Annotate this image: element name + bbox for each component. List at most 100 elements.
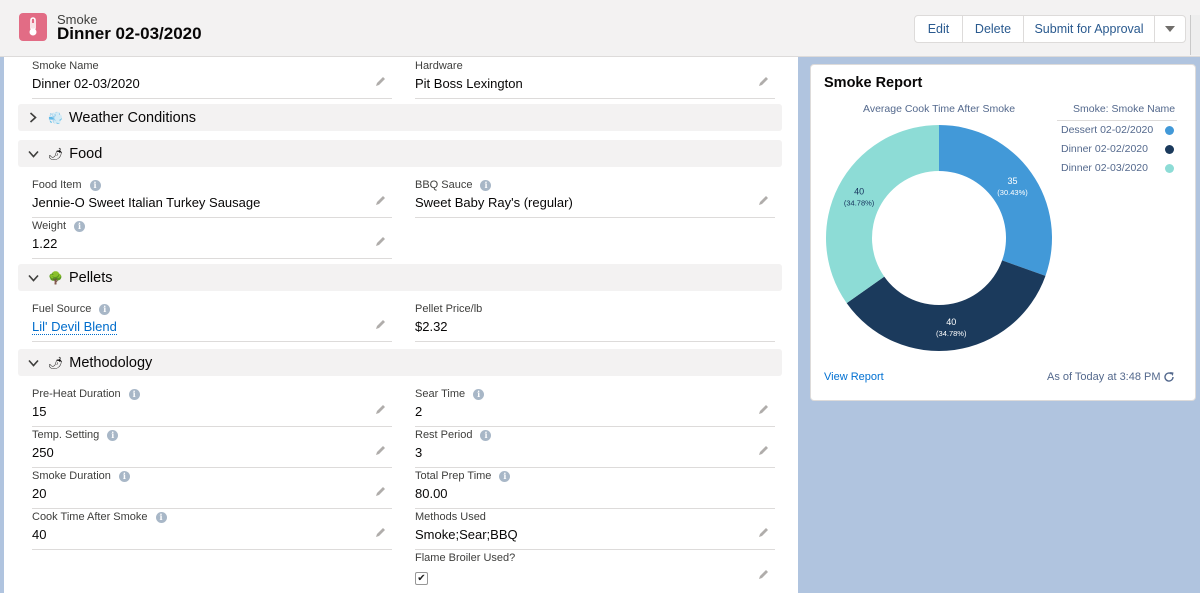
field-label: Food Item (32, 179, 82, 191)
refresh-icon[interactable] (1163, 371, 1175, 383)
slice-percent-label: (34.78%) (844, 199, 875, 208)
more-actions-button[interactable] (1155, 16, 1185, 42)
chart-title: Average Cook Time After Smoke (863, 103, 1016, 115)
pencil-icon[interactable] (758, 76, 769, 87)
section-title: Pellets (68, 269, 113, 286)
field-value: Dinner 02-03/2020 (32, 76, 140, 91)
report-title: Smoke Report (824, 75, 923, 91)
field-label: BBQ Sauce (415, 179, 473, 191)
info-icon[interactable]: i (480, 179, 492, 191)
edit-button[interactable]: Edit (915, 16, 963, 42)
field-label: Methods Used (415, 511, 486, 523)
info-icon[interactable]: i (99, 303, 111, 315)
flame-broiler-checkbox[interactable]: ✔ (415, 572, 428, 585)
legend-label: Dinner 02-03/2020 (1061, 162, 1148, 174)
field-total-prep-time: Total Prep Time i 80.00 (415, 470, 775, 510)
info-icon[interactable]: i (74, 220, 86, 232)
thermometer-icon (19, 13, 47, 41)
field-value: Smoke;Sear;BBQ (415, 527, 518, 542)
legend-item[interactable]: Dessert 02-02/2020 (1061, 124, 1153, 136)
field-value: 2 (415, 404, 423, 419)
info-icon[interactable]: i (118, 470, 130, 482)
legend-label: Dessert 02-02/2020 (1061, 124, 1154, 136)
field-value: 20 (32, 486, 47, 501)
field-label: Pre-Heat Duration (32, 388, 121, 400)
field-label: Sear Time (415, 388, 466, 400)
legend-label: Dinner 02-02/2020 (1061, 143, 1148, 155)
info-icon[interactable]: i (155, 511, 167, 523)
field-label: Hardware (415, 60, 463, 72)
section-weather-conditions[interactable]: 💨 Weather Conditions (18, 104, 782, 131)
field-label: Fuel Source (32, 303, 92, 315)
view-report-link[interactable]: View Report (824, 371, 884, 383)
delete-button[interactable]: Delete (963, 16, 1024, 42)
donut-slice[interactable] (939, 125, 1052, 276)
legend-item[interactable]: Dinner 02-03/2020 (1061, 162, 1148, 174)
pencil-icon[interactable] (375, 404, 386, 415)
info-icon[interactable]: i (473, 388, 485, 400)
slice-value-label: 40 (946, 317, 956, 327)
pencil-icon[interactable] (375, 195, 386, 206)
chevron-down-icon (27, 274, 39, 282)
pencil-icon[interactable] (758, 404, 769, 415)
field-value: 1.22 (32, 236, 58, 251)
info-icon[interactable]: i (499, 470, 511, 482)
field-weight: Weight i 1.22 (32, 220, 392, 260)
info-icon[interactable]: i (128, 388, 140, 400)
field-value: 40 (32, 527, 47, 542)
slice-value-label: 35 (1008, 176, 1018, 186)
field-value: 80.00 (415, 486, 448, 501)
donut-slice[interactable] (826, 125, 939, 304)
donut-chart: 35 (30.43%) 40 (34.78%) 40 (34.78%) (826, 125, 1052, 351)
legend-swatch (1165, 164, 1174, 173)
chevron-down-icon (27, 359, 39, 367)
pencil-icon[interactable] (375, 236, 386, 247)
pencil-icon[interactable] (375, 445, 386, 456)
section-title: Weather Conditions (68, 109, 197, 126)
fuel-source-link[interactable]: Lil' Devil Blend (32, 319, 117, 335)
wind-icon: 💨 (48, 110, 63, 125)
pencil-icon[interactable] (375, 76, 386, 87)
field-food-item: Food Item i Jennie-O Sweet Italian Turkey… (32, 179, 392, 219)
submit-for-approval-button[interactable]: Submit for Approval (1024, 16, 1155, 42)
section-pellets[interactable]: 🌳 Pellets (18, 264, 782, 291)
donut-slice[interactable] (846, 260, 1046, 351)
legend-swatch (1165, 145, 1174, 154)
field-pellet-price: Pellet Price/lb $2.32 (415, 303, 775, 343)
chevron-down-icon (1165, 26, 1175, 32)
chevron-right-icon (29, 112, 37, 123)
pencil-icon[interactable] (375, 486, 386, 497)
pencil-icon[interactable] (758, 195, 769, 206)
action-button-group: Edit Delete Submit for Approval (914, 15, 1186, 43)
field-label: Flame Broiler Used? (415, 552, 516, 564)
pencil-icon[interactable] (758, 569, 769, 580)
field-temp-setting: Temp. Setting i 250 (32, 429, 392, 469)
field-value: $2.32 (415, 319, 448, 334)
as-of-timestamp: As of Today at 3:48 PM (1047, 371, 1161, 383)
legend-item[interactable]: Dinner 02-02/2020 (1061, 143, 1148, 155)
pencil-icon[interactable] (375, 527, 386, 538)
legend-title: Smoke: Smoke Name (1073, 103, 1176, 115)
pencil-icon[interactable] (375, 319, 386, 330)
field-rest-period: Rest Period i 3 (415, 429, 775, 469)
info-icon[interactable]: i (480, 429, 492, 441)
field-value: 15 (32, 404, 47, 419)
field-cook-time-after-smoke: Cook Time After Smoke i 40 (32, 511, 392, 551)
field-label: Cook Time After Smoke (32, 511, 148, 523)
field-value: Sweet Baby Ray's (regular) (415, 195, 573, 210)
pencil-icon[interactable] (758, 445, 769, 456)
tree-icon: 🌳 (48, 270, 63, 285)
field-flame-broiler-used: Flame Broiler Used? ✔ (415, 552, 775, 592)
field-label: Total Prep Time (415, 470, 492, 482)
info-icon[interactable]: i (89, 179, 101, 191)
info-icon[interactable]: i (107, 429, 119, 441)
section-methodology[interactable]: 🌶 Methodology (18, 349, 782, 376)
section-title: Food (69, 145, 103, 162)
section-food[interactable]: 🌶 Food (18, 140, 782, 167)
field-bbq-sauce: BBQ Sauce i Sweet Baby Ray's (regular) (415, 179, 775, 219)
scrollbar[interactable] (1190, 15, 1200, 55)
pencil-icon[interactable] (758, 527, 769, 538)
field-label: Rest Period (415, 429, 473, 441)
field-label: Weight (32, 220, 67, 232)
record-detail-panel: Smoke Name Dinner 02-03/2020 Hardware Pi… (4, 57, 798, 593)
